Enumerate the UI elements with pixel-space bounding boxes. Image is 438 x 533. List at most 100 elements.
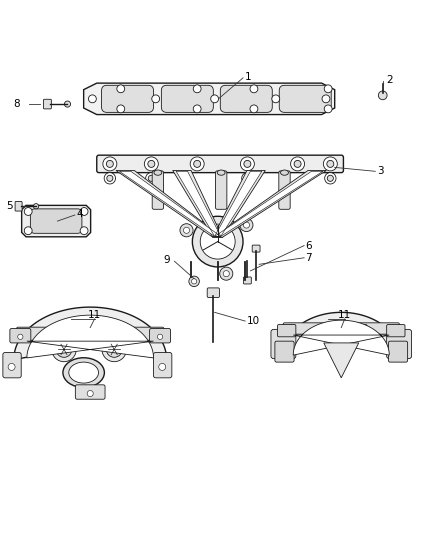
Circle shape (244, 175, 251, 181)
Circle shape (107, 175, 113, 181)
Circle shape (294, 160, 301, 167)
Polygon shape (27, 315, 153, 358)
FancyBboxPatch shape (387, 325, 405, 337)
Polygon shape (215, 171, 262, 236)
Circle shape (117, 105, 125, 113)
Circle shape (324, 105, 332, 113)
Circle shape (223, 271, 230, 277)
Polygon shape (116, 171, 223, 237)
Circle shape (145, 157, 158, 171)
FancyBboxPatch shape (283, 323, 399, 334)
Ellipse shape (281, 170, 288, 175)
FancyBboxPatch shape (252, 245, 260, 252)
Ellipse shape (63, 358, 104, 387)
Circle shape (180, 224, 193, 237)
Circle shape (194, 160, 201, 167)
FancyBboxPatch shape (244, 277, 251, 284)
Circle shape (64, 101, 71, 107)
FancyBboxPatch shape (16, 327, 164, 340)
Circle shape (8, 364, 15, 370)
Circle shape (322, 95, 330, 103)
FancyBboxPatch shape (207, 288, 219, 297)
Circle shape (184, 227, 190, 233)
Circle shape (193, 85, 201, 93)
Circle shape (244, 222, 250, 228)
FancyBboxPatch shape (220, 85, 272, 112)
Circle shape (80, 227, 88, 235)
Polygon shape (14, 307, 166, 359)
FancyBboxPatch shape (150, 328, 170, 343)
FancyBboxPatch shape (43, 99, 51, 109)
Ellipse shape (217, 170, 225, 175)
Circle shape (159, 364, 166, 370)
Circle shape (378, 91, 387, 100)
Circle shape (192, 216, 243, 267)
Circle shape (272, 95, 280, 103)
FancyBboxPatch shape (389, 341, 408, 362)
FancyBboxPatch shape (271, 329, 296, 359)
FancyBboxPatch shape (275, 341, 294, 362)
Polygon shape (283, 312, 400, 356)
Circle shape (211, 95, 219, 103)
Circle shape (87, 391, 93, 397)
Circle shape (18, 334, 23, 340)
FancyBboxPatch shape (152, 171, 163, 209)
Circle shape (33, 204, 39, 209)
Circle shape (146, 173, 157, 184)
Circle shape (24, 227, 32, 235)
FancyBboxPatch shape (153, 352, 172, 378)
Polygon shape (176, 171, 221, 236)
Polygon shape (213, 171, 326, 237)
FancyBboxPatch shape (30, 209, 82, 233)
Circle shape (56, 342, 72, 357)
Circle shape (52, 337, 76, 362)
Text: 2: 2 (386, 75, 392, 85)
Circle shape (88, 95, 96, 103)
Circle shape (240, 219, 253, 231)
Circle shape (148, 160, 155, 167)
Circle shape (290, 157, 304, 171)
Polygon shape (84, 83, 335, 115)
Circle shape (103, 157, 117, 171)
Circle shape (24, 207, 32, 215)
Circle shape (325, 173, 336, 184)
Circle shape (190, 157, 204, 171)
Text: 1: 1 (244, 71, 251, 82)
FancyBboxPatch shape (320, 325, 338, 337)
Circle shape (157, 334, 162, 340)
Circle shape (104, 173, 116, 184)
Text: 10: 10 (247, 316, 260, 326)
Ellipse shape (69, 362, 99, 383)
Circle shape (250, 85, 258, 93)
Circle shape (189, 276, 199, 287)
FancyBboxPatch shape (349, 325, 367, 337)
Circle shape (250, 105, 258, 113)
FancyBboxPatch shape (15, 201, 22, 211)
Polygon shape (324, 343, 359, 378)
FancyBboxPatch shape (10, 328, 31, 343)
FancyBboxPatch shape (215, 171, 227, 209)
FancyBboxPatch shape (278, 325, 296, 337)
Circle shape (327, 175, 333, 181)
Ellipse shape (154, 170, 162, 175)
FancyBboxPatch shape (97, 155, 343, 173)
Circle shape (323, 157, 337, 171)
Polygon shape (120, 171, 221, 236)
FancyBboxPatch shape (161, 85, 213, 112)
Polygon shape (21, 205, 91, 237)
Circle shape (242, 173, 253, 184)
FancyBboxPatch shape (279, 171, 290, 209)
Circle shape (148, 175, 154, 181)
Circle shape (327, 160, 334, 167)
Circle shape (220, 267, 233, 280)
Text: 3: 3 (377, 166, 384, 176)
Circle shape (324, 85, 332, 93)
Text: 7: 7 (305, 253, 312, 263)
Circle shape (191, 279, 197, 284)
Polygon shape (215, 171, 323, 236)
FancyBboxPatch shape (279, 85, 331, 112)
Polygon shape (173, 171, 223, 237)
Circle shape (117, 85, 125, 93)
Text: 4: 4 (76, 209, 83, 219)
FancyBboxPatch shape (104, 328, 125, 343)
